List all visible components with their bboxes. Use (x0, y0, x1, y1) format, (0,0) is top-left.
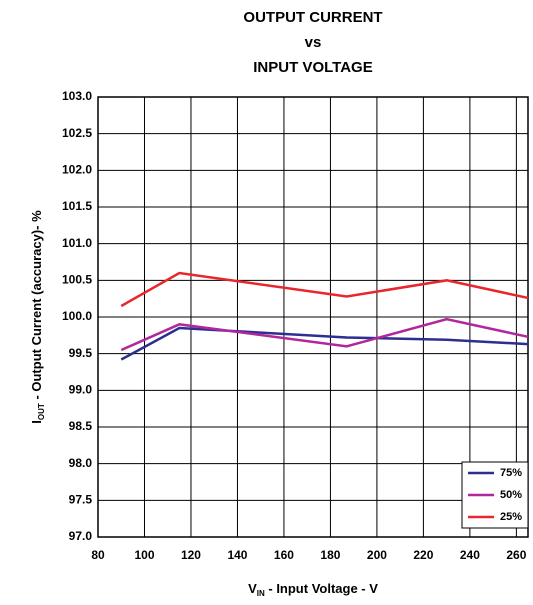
x-tick-label: 180 (320, 548, 340, 562)
x-tick-label: 140 (227, 548, 247, 562)
y-tick-label: 102.0 (62, 163, 92, 177)
x-tick-label: 100 (134, 548, 154, 562)
chart-title: INPUT VOLTAGE (253, 59, 372, 76)
y-tick-label: 100.0 (62, 309, 92, 323)
series-line (120, 317, 529, 352)
y-tick-label: 101.5 (62, 199, 92, 213)
legend-label: 25% (500, 511, 522, 523)
x-label-main: V (248, 581, 257, 596)
x-label-sub: IN (257, 589, 265, 598)
chart-title: vs (305, 34, 322, 51)
y-tick-label: 97.0 (69, 529, 93, 543)
y-tick-label: 101.0 (62, 236, 92, 250)
y-tick-label: 102.5 (62, 126, 92, 140)
x-tick-label: 220 (413, 548, 433, 562)
x-tick-label: 200 (367, 548, 387, 562)
y-tick-label: 103.0 (62, 89, 92, 103)
y-axis-label: IOUT - Output Current (accuracy)- % (29, 210, 46, 424)
chart-title: OUTPUT CURRENT (243, 9, 382, 26)
series-line (120, 271, 529, 308)
y-label-sub: OUT (37, 403, 46, 420)
x-tick-label: 240 (460, 548, 480, 562)
y-tick-label: 98.0 (69, 456, 93, 470)
x-tick-label: 160 (274, 548, 294, 562)
y-tick-label: 99.5 (69, 346, 93, 360)
legend-label: 75% (500, 467, 522, 479)
series-line (120, 326, 529, 361)
y-tick-label: 97.5 (69, 493, 93, 507)
y-tick-label: 98.5 (69, 419, 93, 433)
plot-frame (97, 96, 529, 538)
x-axis-label: VIN - Input Voltage - V (248, 581, 378, 598)
x-label-rest: - Input Voltage - V (265, 581, 378, 596)
y-label-main: I (29, 420, 44, 424)
x-tick-label: 260 (506, 548, 526, 562)
y-tick-label: 100.5 (62, 273, 92, 287)
x-tick-label: 80 (91, 548, 105, 562)
y-tick-label: 99.0 (69, 383, 93, 397)
x-tick-label: 120 (181, 548, 201, 562)
legend-label: 50% (500, 489, 522, 501)
y-label-rest: - Output Current (accuracy)- % (29, 210, 44, 403)
